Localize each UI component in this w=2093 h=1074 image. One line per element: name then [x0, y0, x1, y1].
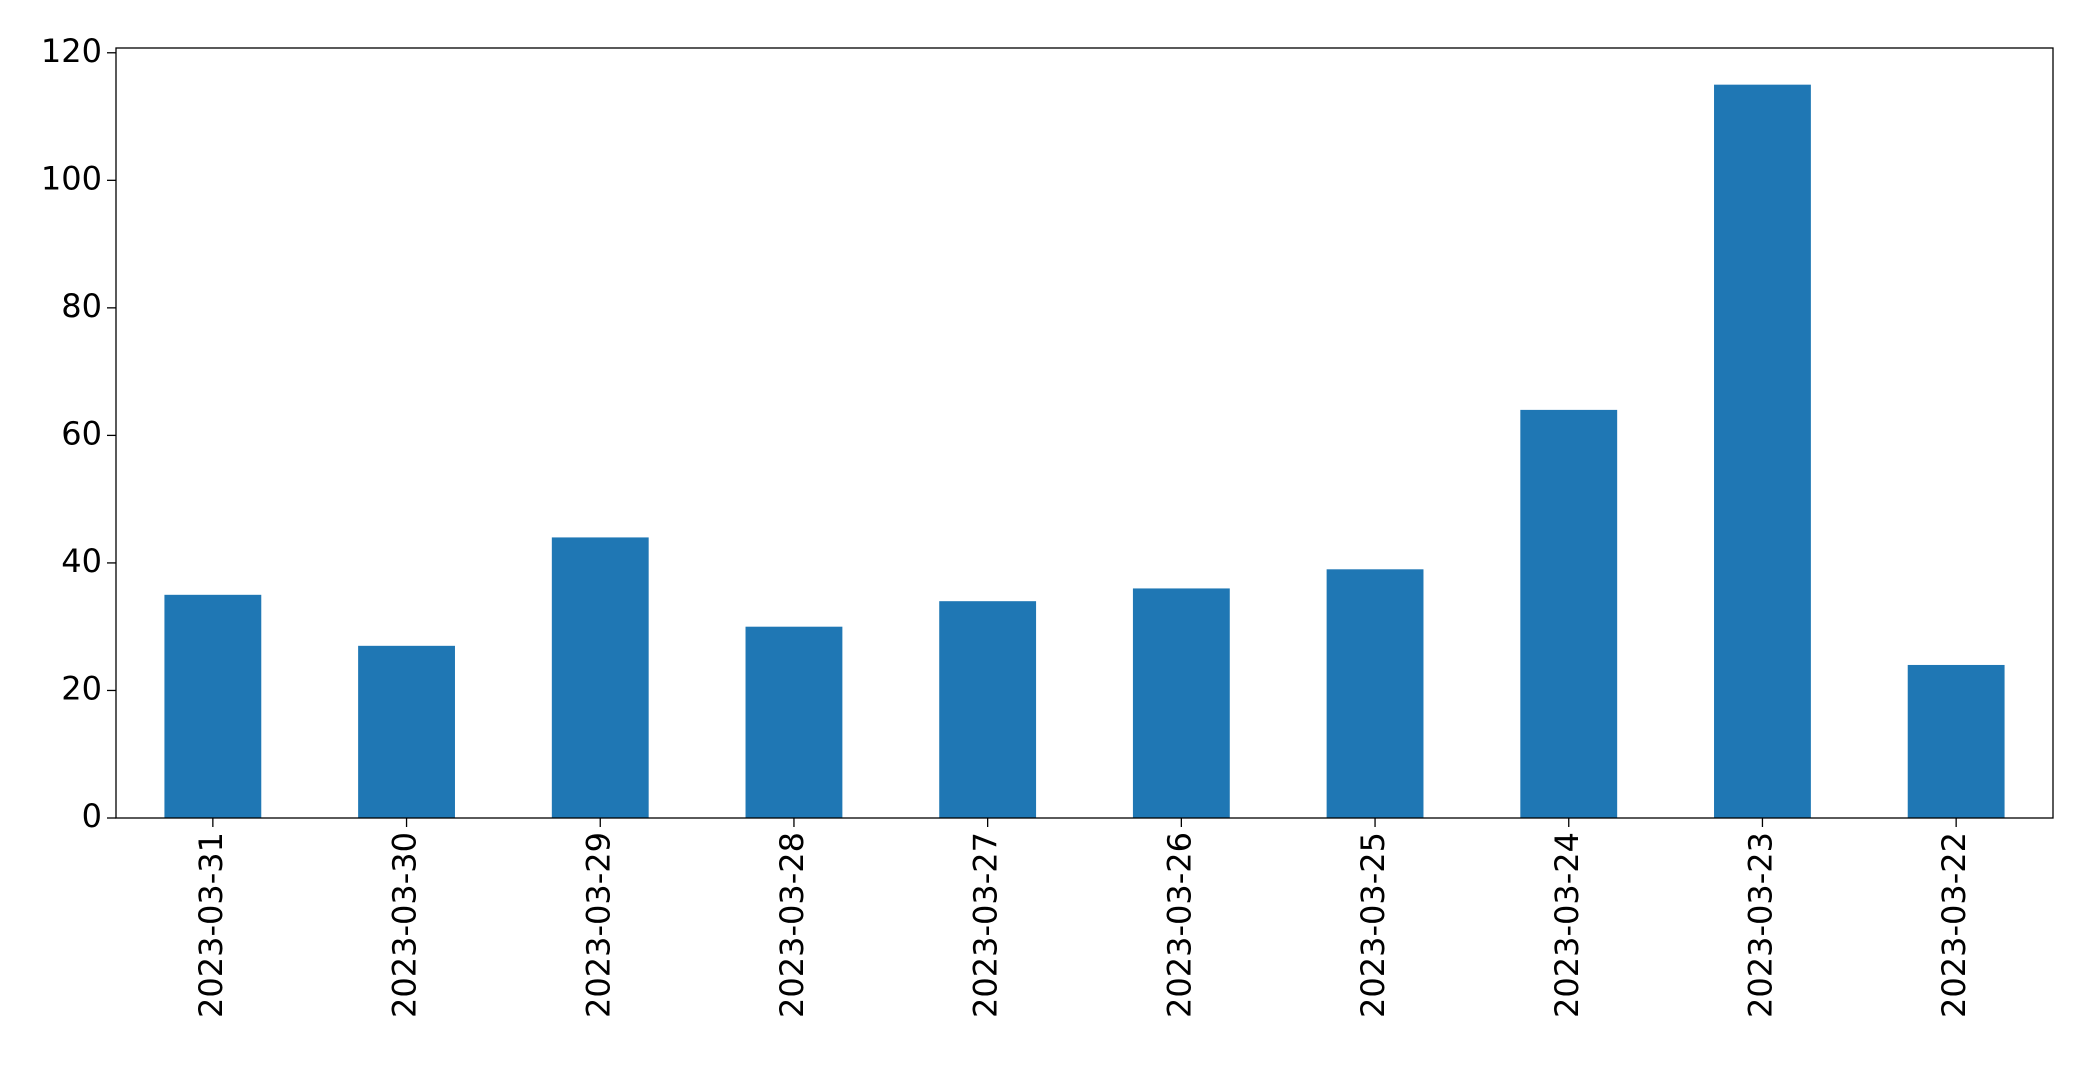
bar — [1326, 569, 1424, 818]
x-tick-label: 2023-03-23 — [1741, 832, 1779, 1018]
y-tick-label: 60 — [61, 414, 102, 452]
bar — [1714, 84, 1811, 818]
bar — [1520, 409, 1618, 818]
bar — [745, 626, 843, 818]
bar — [164, 594, 262, 818]
y-tick-label: 0 — [82, 797, 102, 835]
x-tick-label: 2023-03-22 — [1935, 832, 1973, 1018]
y-tick-label: 100 — [41, 159, 102, 197]
x-tick-label: 2023-03-27 — [967, 832, 1005, 1018]
plot-frame — [115, 47, 2054, 819]
x-tick-label: 2023-03-31 — [192, 832, 230, 1018]
y-tick-label: 20 — [61, 669, 102, 707]
bar — [1132, 588, 1230, 818]
bar — [358, 645, 455, 818]
bar — [551, 537, 649, 818]
bar — [1907, 664, 2005, 818]
x-tick-label: 2023-03-30 — [386, 832, 424, 1018]
y-tick-label: 40 — [61, 542, 102, 580]
x-tick-label: 2023-03-25 — [1354, 832, 1392, 1018]
x-tick-label: 2023-03-26 — [1160, 832, 1198, 1018]
bar — [939, 601, 1037, 818]
x-tick-label: 2023-03-29 — [579, 832, 617, 1018]
y-tick-label: 120 — [41, 32, 102, 70]
x-tick-label: 2023-03-28 — [773, 832, 811, 1018]
x-tick-label: 2023-03-24 — [1548, 832, 1586, 1018]
y-tick-label: 80 — [61, 287, 102, 325]
